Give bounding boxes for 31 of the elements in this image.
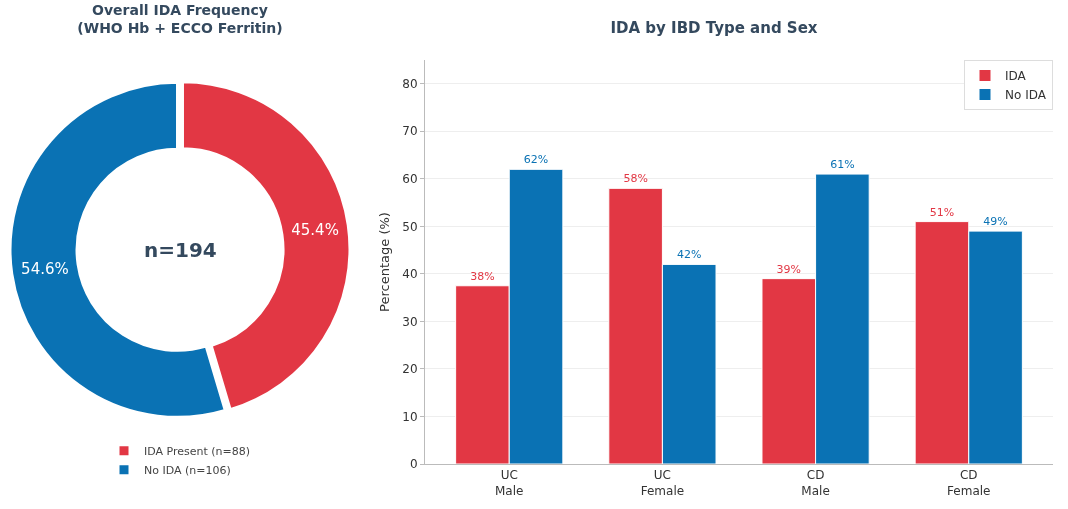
legend-label: No IDA (n=106) xyxy=(144,463,231,477)
data-label: 49% xyxy=(983,215,1008,229)
y-tick-label: 60 xyxy=(402,172,418,187)
data-label: 54.6% xyxy=(21,260,69,279)
data-label: 58% xyxy=(623,172,648,186)
y-tick-label: 80 xyxy=(402,76,418,91)
x-tick-label: UC Female xyxy=(640,468,685,498)
x-tick-label: CD Male xyxy=(801,468,830,498)
y-tick-label: 0 xyxy=(409,457,418,472)
y-tick-label: 70 xyxy=(402,124,418,139)
text: n=194 xyxy=(144,238,217,262)
data-label: 62% xyxy=(523,153,549,167)
legend-label: No IDA xyxy=(1005,88,1047,103)
data-label: 39% xyxy=(776,262,802,276)
data-label: 51% xyxy=(929,205,955,219)
legend-label: IDA Present (n=88) xyxy=(144,444,251,458)
y-tick-label: 40 xyxy=(402,267,418,282)
legend-label: IDA xyxy=(1005,69,1027,84)
chart-title: Overall IDA Frequency (WHO Hb + ECCO Ferritin) xyxy=(77,2,283,37)
data-label: 61% xyxy=(830,158,855,172)
data-label: 38% xyxy=(470,269,495,283)
data-label: 45.4% xyxy=(291,220,339,239)
x-tick-label: CD Female xyxy=(947,468,991,498)
y-tick-label: 20 xyxy=(402,362,418,377)
y-tick-label: 50 xyxy=(402,219,418,234)
chart-title: IDA by IBD Type and Sex xyxy=(610,19,818,38)
y-tick-label: 30 xyxy=(402,314,418,329)
y-axis-title: Percentage (%) xyxy=(377,212,392,312)
x-tick-label: UC Male xyxy=(495,468,524,498)
data-label: 42% xyxy=(676,248,702,262)
y-tick-label: 10 xyxy=(402,409,418,424)
